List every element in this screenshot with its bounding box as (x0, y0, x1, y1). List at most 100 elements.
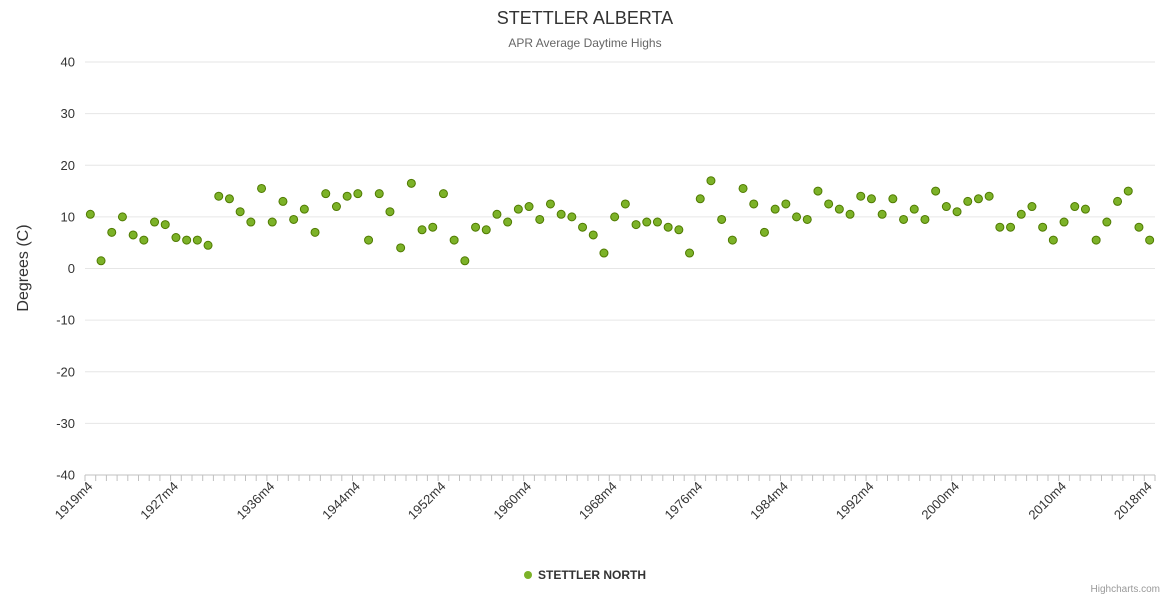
data-point[interactable] (1091, 235, 1101, 245)
data-point[interactable] (899, 214, 909, 224)
data-point[interactable] (1080, 204, 1090, 214)
data-point[interactable] (139, 235, 149, 245)
legend[interactable]: STETTLER NORTH (0, 568, 1170, 582)
data-point[interactable] (289, 214, 299, 224)
data-point[interactable] (460, 256, 470, 266)
data-point[interactable] (396, 243, 406, 253)
data-point[interactable] (952, 207, 962, 217)
data-point[interactable] (1006, 222, 1016, 232)
data-point[interactable] (1048, 235, 1058, 245)
data-point[interactable] (278, 196, 288, 206)
data-point[interactable] (471, 222, 481, 232)
data-point[interactable] (920, 214, 930, 224)
data-point[interactable] (995, 222, 1005, 232)
data-point[interactable] (1038, 222, 1048, 232)
data-point[interactable] (973, 194, 983, 204)
data-point[interactable] (513, 204, 523, 214)
highcharts-credit[interactable]: Highcharts.com (1090, 584, 1160, 595)
data-point[interactable] (685, 248, 695, 258)
data-point[interactable] (888, 194, 898, 204)
data-point[interactable] (449, 235, 459, 245)
data-point[interactable] (117, 212, 127, 222)
data-point[interactable] (781, 199, 791, 209)
data-point[interactable] (1145, 235, 1155, 245)
data-point[interactable] (845, 209, 855, 219)
data-point[interactable] (963, 196, 973, 206)
data-point[interactable] (1059, 217, 1069, 227)
data-point[interactable] (802, 214, 812, 224)
data-point[interactable] (759, 227, 769, 237)
data-point[interactable] (503, 217, 513, 227)
data-point[interactable] (578, 222, 588, 232)
data-point[interactable] (567, 212, 577, 222)
data-point[interactable] (834, 204, 844, 214)
data-point[interactable] (524, 202, 534, 212)
data-point[interactable] (717, 214, 727, 224)
data-point[interactable] (599, 248, 609, 258)
data-point[interactable] (299, 204, 309, 214)
data-point[interactable] (107, 227, 117, 237)
data-point[interactable] (150, 217, 160, 227)
data-point[interactable] (203, 240, 213, 250)
data-point[interactable] (1102, 217, 1112, 227)
data-point[interactable] (85, 209, 95, 219)
data-point[interactable] (257, 183, 267, 193)
data-point[interactable] (770, 204, 780, 214)
data-point[interactable] (642, 217, 652, 227)
data-point[interactable] (321, 189, 331, 199)
data-point[interactable] (214, 191, 224, 201)
data-point[interactable] (1027, 202, 1037, 212)
data-point[interactable] (96, 256, 106, 266)
data-point[interactable] (556, 209, 566, 219)
data-point[interactable] (674, 225, 684, 235)
data-point[interactable] (588, 230, 598, 240)
data-point[interactable] (1134, 222, 1144, 232)
data-point[interactable] (374, 189, 384, 199)
data-point[interactable] (738, 183, 748, 193)
data-point[interactable] (620, 199, 630, 209)
data-point[interactable] (1016, 209, 1026, 219)
data-point[interactable] (385, 207, 395, 217)
data-point[interactable] (235, 207, 245, 217)
data-point[interactable] (856, 191, 866, 201)
data-point[interactable] (331, 202, 341, 212)
data-point[interactable] (866, 194, 876, 204)
data-point[interactable] (1070, 202, 1080, 212)
data-point[interactable] (792, 212, 802, 222)
data-point[interactable] (224, 194, 234, 204)
data-point[interactable] (160, 220, 170, 230)
data-point[interactable] (428, 222, 438, 232)
data-point[interactable] (342, 191, 352, 201)
data-point[interactable] (417, 225, 427, 235)
data-point[interactable] (941, 202, 951, 212)
data-point[interactable] (877, 209, 887, 219)
data-point[interactable] (128, 230, 138, 240)
data-point[interactable] (1123, 186, 1133, 196)
data-point[interactable] (171, 233, 181, 243)
data-point[interactable] (663, 222, 673, 232)
data-point[interactable] (545, 199, 555, 209)
data-point[interactable] (695, 194, 705, 204)
data-point[interactable] (310, 227, 320, 237)
data-point[interactable] (364, 235, 374, 245)
data-point[interactable] (984, 191, 994, 201)
data-point[interactable] (706, 176, 716, 186)
data-point[interactable] (610, 212, 620, 222)
data-point[interactable] (481, 225, 491, 235)
data-point[interactable] (353, 189, 363, 199)
data-point[interactable] (824, 199, 834, 209)
data-point[interactable] (438, 189, 448, 199)
data-point[interactable] (909, 204, 919, 214)
data-point[interactable] (749, 199, 759, 209)
data-point[interactable] (192, 235, 202, 245)
data-point[interactable] (652, 217, 662, 227)
data-point[interactable] (631, 220, 641, 230)
data-point[interactable] (1113, 196, 1123, 206)
data-point[interactable] (813, 186, 823, 196)
data-point[interactable] (406, 178, 416, 188)
data-point[interactable] (931, 186, 941, 196)
data-point[interactable] (182, 235, 192, 245)
data-point[interactable] (267, 217, 277, 227)
data-point[interactable] (492, 209, 502, 219)
data-point[interactable] (246, 217, 256, 227)
